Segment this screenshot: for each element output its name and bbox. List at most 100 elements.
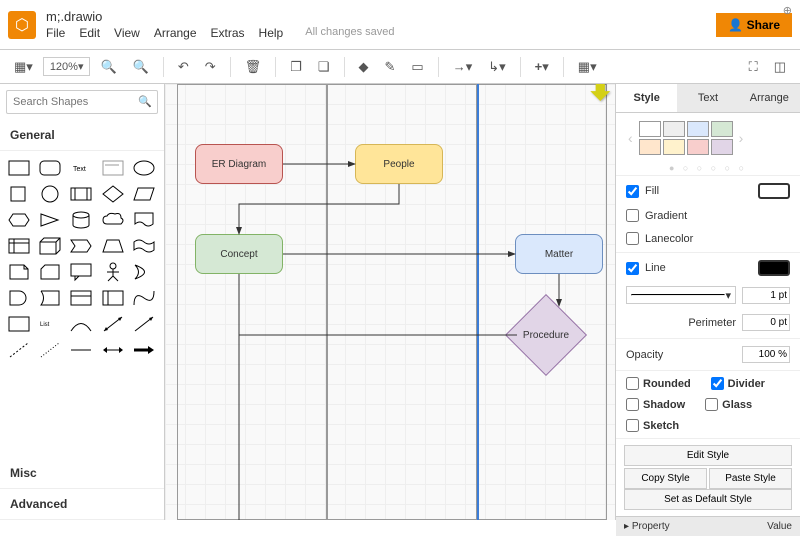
copy-style-button[interactable]: Copy Style xyxy=(624,468,707,489)
default-style-button[interactable]: Set as Default Style xyxy=(624,489,792,510)
section-general[interactable]: General xyxy=(0,120,164,151)
swatch[interactable] xyxy=(663,121,685,137)
shape-parallelogram[interactable] xyxy=(131,183,157,205)
shape-circle[interactable] xyxy=(37,183,63,205)
section-advanced[interactable]: Advanced xyxy=(0,489,164,520)
shape-data[interactable] xyxy=(37,287,63,309)
connection-icon[interactable]: →▾ xyxy=(447,55,479,79)
shape-rounded[interactable] xyxy=(37,157,63,179)
fullscreen-icon[interactable]: ⛶ xyxy=(743,55,764,79)
menu-extras[interactable]: Extras xyxy=(211,26,245,40)
back-icon[interactable]: ❏ xyxy=(312,55,336,79)
search-input[interactable] xyxy=(6,90,158,114)
menu-help[interactable]: Help xyxy=(259,26,284,40)
line-width-input[interactable] xyxy=(742,287,790,304)
shape-document[interactable] xyxy=(131,209,157,231)
shape-arrow[interactable] xyxy=(131,313,157,335)
shape-ellipse[interactable] xyxy=(131,157,157,179)
share-button[interactable]: 👤 Share xyxy=(716,13,792,37)
add-icon[interactable]: +▾ xyxy=(529,55,555,79)
edit-style-button[interactable]: Edit Style xyxy=(624,445,792,466)
tab-style[interactable]: Style xyxy=(616,84,677,112)
line-checkbox[interactable] xyxy=(626,262,639,275)
swatch[interactable] xyxy=(711,121,733,137)
shape-or[interactable] xyxy=(131,261,157,283)
rounded-checkbox[interactable] xyxy=(626,377,639,390)
node-people[interactable]: People xyxy=(355,144,443,184)
shape-list[interactable] xyxy=(6,313,32,335)
swatch[interactable] xyxy=(639,139,661,155)
fill-icon[interactable]: ◆ xyxy=(353,55,375,79)
fill-checkbox[interactable] xyxy=(626,185,639,198)
node-er[interactable]: ER Diagram xyxy=(195,144,283,184)
zoom-out-icon[interactable]: 🔍 xyxy=(127,55,155,79)
shape-dotted[interactable] xyxy=(37,339,63,361)
shape-text[interactable]: Text xyxy=(68,157,94,179)
lanecolor-checkbox[interactable] xyxy=(626,232,639,245)
shape-list2[interactable]: List xyxy=(37,313,63,335)
divider-checkbox[interactable] xyxy=(711,377,724,390)
stroke-icon[interactable]: ✎ xyxy=(379,55,402,79)
menu-view[interactable]: View xyxy=(114,26,140,40)
zoom-in-icon[interactable]: 🔍 xyxy=(94,55,122,79)
shape-container2[interactable] xyxy=(100,287,126,309)
format-icon[interactable]: ◫ xyxy=(768,55,792,79)
shape-thick[interactable] xyxy=(131,339,157,361)
waypoint-icon[interactable]: ↳▾ xyxy=(482,55,511,79)
shape-biarrow[interactable] xyxy=(100,313,126,335)
shape-cloud[interactable] xyxy=(100,209,126,231)
opacity-input[interactable] xyxy=(742,346,790,363)
shape-line[interactable] xyxy=(68,339,94,361)
swatch[interactable] xyxy=(663,139,685,155)
front-icon[interactable]: ❐ xyxy=(284,55,308,79)
node-concept[interactable]: Concept xyxy=(195,234,283,274)
swatch[interactable] xyxy=(639,121,661,137)
shadow-checkbox[interactable] xyxy=(626,398,639,411)
shape-rect[interactable] xyxy=(6,157,32,179)
shape-triangle[interactable] xyxy=(37,209,63,231)
node-matter[interactable]: Matter xyxy=(515,234,603,274)
language-icon[interactable]: ⊕ xyxy=(783,4,792,17)
shape-cube[interactable] xyxy=(37,235,63,257)
shadow-icon[interactable]: ▭ xyxy=(405,55,429,79)
search-icon[interactable]: 🔍 xyxy=(138,95,152,108)
shape-callout[interactable] xyxy=(68,261,94,283)
shape-dashed[interactable] xyxy=(6,339,32,361)
redo-icon[interactable]: ↷ xyxy=(199,55,222,79)
undo-icon[interactable]: ↶ xyxy=(172,55,195,79)
zoom-select[interactable]: 120% ▾ xyxy=(43,57,91,76)
section-misc[interactable]: Misc xyxy=(0,458,164,489)
shape-process[interactable] xyxy=(68,183,94,205)
menu-edit[interactable]: Edit xyxy=(79,26,100,40)
tab-arrange[interactable]: Arrange xyxy=(739,84,800,112)
fill-color[interactable] xyxy=(758,183,790,199)
line-color[interactable] xyxy=(758,260,790,276)
shape-internal[interactable] xyxy=(6,235,32,257)
shape-container[interactable] xyxy=(68,287,94,309)
canvas[interactable]: ER DiagramPeopleConceptMatterProcedure ⬇ xyxy=(165,84,615,520)
shape-curve2[interactable] xyxy=(68,313,94,335)
shape-actor[interactable] xyxy=(100,261,126,283)
line-style-select[interactable]: ▾ xyxy=(626,286,736,304)
swatch[interactable] xyxy=(687,121,709,137)
shape-trapezoid[interactable] xyxy=(100,235,126,257)
shape-textbox[interactable] xyxy=(100,157,126,179)
document-title[interactable]: m;.drawio xyxy=(46,9,706,24)
property-header[interactable]: ▸ Property Value xyxy=(616,516,800,536)
shape-square[interactable] xyxy=(6,183,32,205)
gradient-checkbox[interactable] xyxy=(626,209,639,222)
sketch-checkbox[interactable] xyxy=(626,419,639,432)
menu-file[interactable]: File xyxy=(46,26,65,40)
shape-card[interactable] xyxy=(37,261,63,283)
paste-style-button[interactable]: Paste Style xyxy=(709,468,792,489)
swatch[interactable] xyxy=(711,139,733,155)
glass-checkbox[interactable] xyxy=(705,398,718,411)
shape-cylinder[interactable] xyxy=(68,209,94,231)
shape-hexagon[interactable] xyxy=(6,209,32,231)
table-icon[interactable]: ▦▾ xyxy=(572,55,603,79)
delete-icon[interactable]: 🗑 xyxy=(239,55,268,79)
shape-step[interactable] xyxy=(68,235,94,257)
tab-text[interactable]: Text xyxy=(677,84,738,112)
shape-biarrow2[interactable] xyxy=(100,339,126,361)
swatch-next[interactable]: › xyxy=(735,130,748,146)
